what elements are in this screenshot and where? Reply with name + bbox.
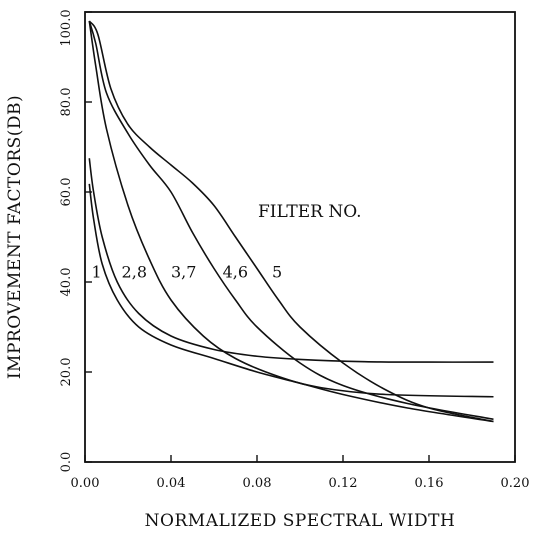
y-tick-label: 20.0 [59,358,74,387]
filter-annotation: FILTER NO. [258,202,362,222]
x-tick-label: 0.16 [415,476,444,491]
y-tick-label: 80.0 [59,88,74,117]
y-axis-title: IMPROVEMENT FACTORS(DB) [5,95,25,379]
series-line-4 [88,20,494,421]
x-tick-label: 0.20 [501,476,530,491]
y-tick-label: 100.0 [59,9,74,46]
series-line-2 [88,158,494,363]
series-curves [88,20,494,423]
curve-labels: 1 2,8 3,7 4,6 5 [91,263,282,282]
y-tick-label: 60.0 [59,178,74,207]
x-tick-label: 0.08 [243,476,272,491]
series-line-3 [88,20,494,398]
plot-frame [84,11,516,463]
x-tick-label: 0.00 [71,476,100,491]
curve-label-3: 3,7 [171,263,196,282]
x-tick-label: 0.12 [329,476,358,491]
tick-labels: 0.00 0.04 0.08 0.12 0.16 0.20 0.0 20.0 40.0 60.0 8… [59,9,529,491]
curve-label-5: 5 [272,263,282,282]
curve-label-1: 1 [91,263,101,282]
axis-ticks [84,11,516,463]
curve-label-2: 2,8 [122,263,147,282]
x-axis-title: NORMALIZED SPECTRAL WIDTH [145,511,456,531]
x-tick-label: 0.04 [157,476,186,491]
series-line-1 [88,183,494,423]
series-line-5 [88,20,494,423]
curve-label-4: 4,6 [223,263,248,282]
y-tick-label: 0.0 [59,452,74,473]
y-tick-label: 40.0 [59,268,74,297]
